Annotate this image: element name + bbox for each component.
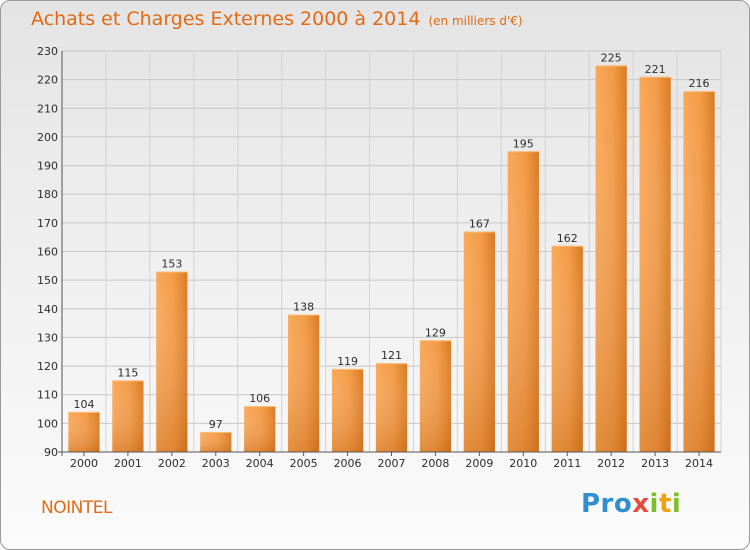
value-label: 195: [513, 137, 534, 150]
value-label: 97: [209, 418, 223, 431]
value-label: 119: [337, 355, 358, 368]
y-tick-label: 230: [37, 45, 58, 58]
bar-shade-2007: [375, 363, 408, 452]
x-tick-label: 2004: [246, 457, 274, 470]
value-label: 216: [689, 77, 710, 90]
y-tick-label: 200: [37, 131, 58, 144]
x-tick-label: 2008: [421, 457, 449, 470]
x-tick-label: 2000: [70, 457, 98, 470]
x-tick-label: 2001: [114, 457, 142, 470]
y-tick-label: 190: [37, 160, 58, 173]
x-tick-label: 2002: [158, 457, 186, 470]
bar-shade-2010: [507, 151, 539, 452]
value-label: 104: [73, 398, 94, 411]
x-tick-label: 2013: [641, 457, 669, 470]
y-tick-label: 150: [37, 274, 58, 287]
bar-shade-2005: [288, 314, 320, 452]
value-label: 225: [601, 51, 622, 64]
x-tick-label: 2006: [334, 457, 362, 470]
value-label: 106: [249, 392, 270, 405]
bar-shade-2004: [244, 406, 276, 452]
value-label: 129: [425, 326, 446, 339]
y-tick-label: 210: [37, 102, 58, 115]
chart-title: Achats et Charges Externes 2000 à 2014 (e…: [31, 8, 523, 30]
y-tick-label: 180: [37, 188, 58, 201]
x-tick-label: 2005: [290, 457, 318, 470]
y-tick-label: 130: [37, 331, 58, 344]
bar-shade-2011: [551, 245, 583, 452]
bar-shade-2003: [200, 431, 232, 452]
value-label: 167: [469, 217, 490, 230]
x-tick-label: 2014: [685, 457, 713, 470]
value-label: 121: [381, 349, 402, 362]
bar-shade-2009: [463, 231, 495, 452]
bar-shade-2013: [639, 76, 671, 453]
bars: 104 115 153 97 106 138 119 121 129 167 195 162 225 22…: [68, 51, 715, 453]
y-tick-label: 220: [37, 74, 58, 87]
x-tick-label: 2003: [202, 457, 230, 470]
bar-shade-2002: [156, 271, 188, 452]
x-tick-label: 2011: [553, 457, 581, 470]
value-label: 115: [117, 366, 138, 379]
bar-shade-2006: [331, 368, 364, 452]
bar-shade-2000: [68, 411, 100, 452]
value-label: 221: [645, 63, 666, 76]
y-tick-label: 90: [44, 446, 58, 459]
y-tick-label: 100: [37, 417, 58, 430]
y-tick-label: 140: [37, 303, 58, 316]
axes: 90 100 110 120 130 140 150 160 170 180 190 200 210 22…: [37, 45, 721, 470]
proxiti-logo: Proxiti: [581, 489, 682, 519]
value-label: 162: [557, 232, 578, 245]
bar-shade-2012: [595, 65, 627, 453]
x-tick-label: 2007: [378, 457, 406, 470]
bar-shade-2008: [419, 340, 452, 452]
value-label: 138: [293, 301, 314, 314]
x-tick-label: 2010: [509, 457, 537, 470]
chart-subtitle: (en milliers d'€): [428, 14, 523, 28]
value-label: 153: [161, 258, 182, 271]
y-tick-label: 120: [37, 360, 58, 373]
y-tick-label: 110: [37, 389, 58, 402]
x-tick-label: 2009: [465, 457, 493, 470]
y-tick-label: 160: [37, 246, 58, 259]
y-tick-label: 170: [37, 217, 58, 230]
x-tick-label: 2012: [597, 457, 625, 470]
bar-shade-2001: [112, 380, 144, 452]
commune-name: NOINTEL: [41, 498, 112, 518]
bar-shade-2014: [683, 91, 715, 452]
